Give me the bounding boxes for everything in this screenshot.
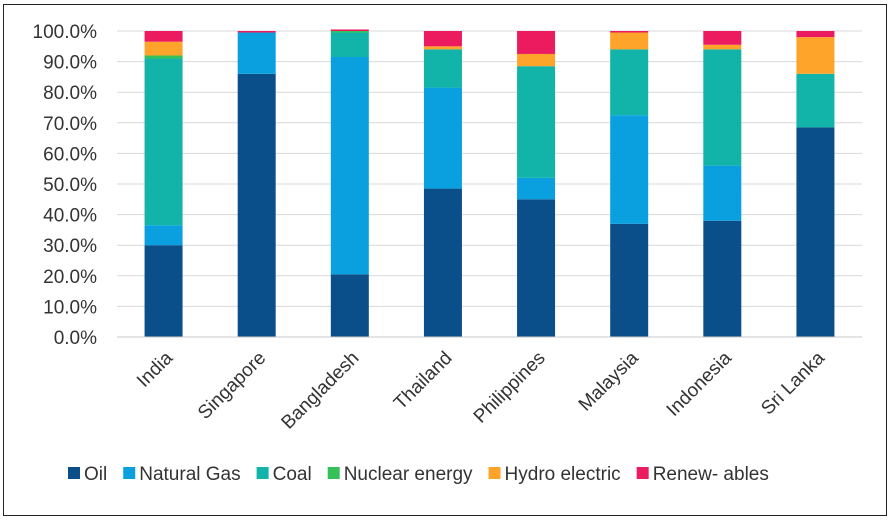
bar-segment xyxy=(144,41,183,56)
bar-segment xyxy=(144,58,183,226)
legend-label: Coal xyxy=(273,464,312,485)
bar-segment xyxy=(517,53,556,67)
y-tick-label: 10.0% xyxy=(43,297,97,318)
bar-segment xyxy=(237,73,276,337)
bar-segment xyxy=(703,44,742,50)
y-tick-label: 20.0% xyxy=(43,267,97,288)
y-tick-label: 40.0% xyxy=(43,206,97,227)
bar-segment xyxy=(517,199,556,337)
y-axis: 0.0% 10.0% 20.0% 30.0% 40.0% 50.0% 60.0% 70.0% 8… xyxy=(33,22,98,349)
x-tick-label: Bangladesh xyxy=(278,348,364,434)
bar-segment xyxy=(237,31,276,33)
legend-label: Nuclear energy xyxy=(344,464,473,485)
bar-segment xyxy=(144,31,183,42)
bar-segment xyxy=(423,31,462,47)
legend-swatch xyxy=(327,467,340,479)
x-tick-label: India xyxy=(133,347,177,391)
legend-label: Oil xyxy=(84,464,107,485)
legend: Oil Natural Gas Coal Nuclear energy Hydro el… xyxy=(68,464,769,485)
bar-segment xyxy=(610,31,649,33)
bar-segment xyxy=(610,223,649,337)
legend-label: Renew- ables xyxy=(653,464,769,485)
y-tick-label: 100.0% xyxy=(33,22,98,43)
legend-swatch xyxy=(636,467,649,479)
y-tick-label: 50.0% xyxy=(43,175,97,196)
bar-segment xyxy=(144,55,183,59)
y-tick-label: 90.0% xyxy=(43,53,97,74)
bar-segment xyxy=(796,37,835,74)
bar-segment xyxy=(144,245,183,337)
bar-segment xyxy=(610,115,649,224)
bar-segment xyxy=(330,57,369,275)
bar-segment xyxy=(796,127,835,337)
bar-segment xyxy=(237,32,276,74)
bar-segment xyxy=(423,46,462,50)
bar-segment xyxy=(517,66,556,178)
legend-label: Natural Gas xyxy=(139,464,240,485)
bar-segment xyxy=(330,274,369,337)
bar-segment xyxy=(517,31,556,54)
x-tick-label: Malaysia xyxy=(575,347,643,415)
x-tick-label: Indonesia xyxy=(663,347,736,420)
bar-segment xyxy=(796,73,835,128)
x-tick-label: Sri Lanka xyxy=(757,347,829,419)
y-tick-label: 70.0% xyxy=(43,114,97,135)
legend-label: Hydro electric xyxy=(505,464,621,485)
gridlines xyxy=(117,30,862,338)
legend-swatch xyxy=(488,467,501,479)
x-tick-label: Singapore xyxy=(194,348,270,424)
x-axis: India Singapore Bangladesh Thailand Philippi… xyxy=(117,336,862,434)
bar-segment xyxy=(423,87,462,189)
y-tick-label: 30.0% xyxy=(43,236,97,257)
bar-segment xyxy=(703,165,742,221)
bar-segment xyxy=(330,32,369,58)
bar-segment xyxy=(330,31,369,33)
y-tick-label: 60.0% xyxy=(43,144,97,165)
bars xyxy=(144,29,835,337)
bar-segment xyxy=(796,31,835,38)
y-tick-label: 80.0% xyxy=(43,83,97,104)
legend-swatch xyxy=(123,467,136,479)
bar-segment xyxy=(144,225,183,246)
bar-segment xyxy=(610,32,649,50)
bar-segment xyxy=(423,49,462,88)
bar-segment xyxy=(330,29,369,31)
bar-segment xyxy=(703,220,742,337)
legend-swatch xyxy=(68,467,80,479)
bar-segment xyxy=(517,177,556,200)
legend-swatch xyxy=(256,467,269,479)
bar-segment xyxy=(610,49,649,116)
x-tick-label: Philippines xyxy=(470,348,550,428)
bar-segment xyxy=(703,49,742,166)
y-tick-label: 0.0% xyxy=(54,328,97,349)
x-tick-label: Thailand xyxy=(390,348,456,414)
bar-segment xyxy=(423,188,462,337)
bar-segment xyxy=(703,31,742,45)
